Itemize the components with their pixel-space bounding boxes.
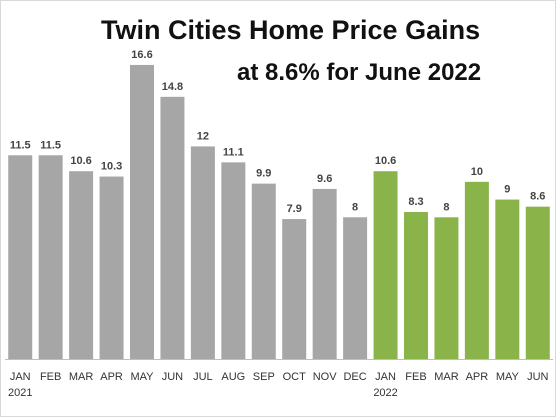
data-label: 7.9 (287, 203, 302, 215)
x-year-label: 2022 (373, 387, 397, 399)
bar (525, 206, 550, 359)
bar (434, 217, 459, 359)
x-tick-label: NOV (313, 371, 338, 383)
data-label: 8 (443, 201, 449, 213)
x-tick-label: APR (466, 371, 489, 383)
data-label: 11.5 (40, 139, 61, 151)
bar (221, 162, 246, 359)
data-label: 10.6 (375, 155, 396, 167)
data-label: 14.8 (162, 81, 183, 93)
x-tick-label: MAR (69, 371, 94, 383)
data-label: 9.6 (317, 173, 332, 185)
x-tick-label: JAN (375, 371, 396, 383)
bar (464, 181, 489, 359)
chart-subtitle: at 8.6% for June 2022 (237, 59, 482, 86)
bar (495, 199, 520, 359)
x-year-label: 2021 (8, 387, 32, 399)
x-tick-label: SEP (253, 371, 275, 383)
x-tick-label: OCT (283, 371, 307, 383)
data-label: 12 (197, 130, 209, 142)
bar (404, 211, 428, 359)
bar (69, 171, 94, 359)
x-tick-label: MAY (496, 371, 520, 383)
x-tick-label: JAN (10, 371, 31, 383)
x-tick-label: JUN (527, 371, 548, 383)
bar (343, 217, 368, 359)
bar (160, 96, 185, 359)
data-label: 9.9 (256, 168, 271, 180)
x-tick-label: FEB (405, 371, 426, 383)
data-label: 16.6 (131, 49, 152, 61)
bar (312, 188, 337, 359)
x-tick-label: AUG (221, 371, 245, 383)
bar (251, 183, 276, 359)
data-label: 10 (471, 166, 483, 178)
x-tick-label: MAR (434, 371, 459, 383)
bar (99, 176, 124, 359)
data-label: 8.3 (408, 196, 423, 208)
x-tick-label: APR (100, 371, 123, 383)
bar (373, 171, 398, 359)
x-tick-label: JUN (162, 371, 183, 383)
bar (130, 64, 154, 359)
data-label: 11.1 (223, 146, 244, 158)
data-label: 10.6 (70, 155, 91, 167)
data-label: 11.5 (10, 139, 31, 151)
bar (190, 146, 215, 359)
bar (38, 155, 63, 359)
chart-title: Twin Cities Home Price Gains (101, 15, 481, 45)
x-tick-label: JUL (193, 371, 213, 383)
data-label: 8.6 (530, 191, 545, 203)
data-label: 10.3 (101, 161, 122, 173)
x-tick-label: DEC (343, 371, 366, 383)
data-label: 9 (504, 184, 510, 196)
data-label: 8 (352, 201, 358, 213)
x-tick-label: MAY (130, 371, 154, 383)
bar (282, 219, 307, 359)
x-tick-label: FEB (40, 371, 61, 383)
bar (8, 155, 33, 359)
